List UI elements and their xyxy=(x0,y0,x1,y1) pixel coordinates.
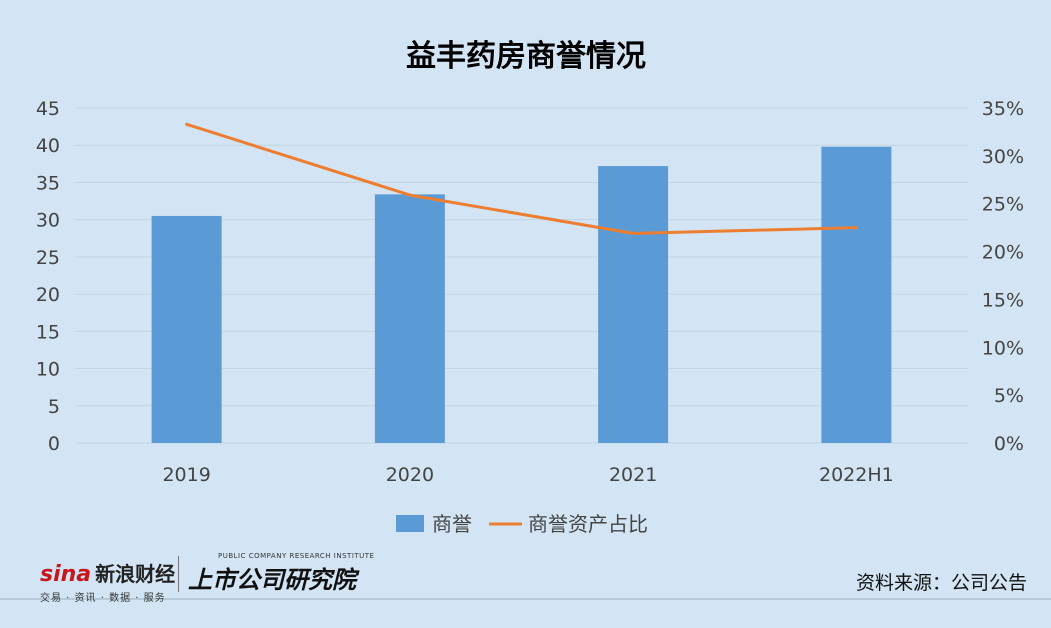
bar xyxy=(374,194,445,443)
line-point xyxy=(185,122,189,126)
y-left-tick-label: 0 xyxy=(48,433,60,455)
y-right-tick-label: 5% xyxy=(994,385,1024,407)
footer-divider xyxy=(0,598,1051,600)
bar xyxy=(151,215,222,443)
x-tick-label: 2021 xyxy=(609,464,657,486)
sina-logo-text: sina xyxy=(40,562,92,587)
data-source: 资料来源：公司公告 xyxy=(855,572,1027,594)
legend-label-line: 商誉资产占比 xyxy=(528,512,648,536)
legend-swatch-bar xyxy=(396,515,424,532)
y-left-tick-label: 45 xyxy=(36,98,60,120)
bar xyxy=(821,146,892,443)
y-right-tick-label: 10% xyxy=(982,337,1024,359)
legend-label-bar: 商誉 xyxy=(432,512,472,536)
y-left-tick-label: 40 xyxy=(36,135,60,157)
y-right-tick-label: 0% xyxy=(994,433,1024,455)
research-institute-cn: 上市公司研究院 xyxy=(188,566,356,594)
y-left-tick-label: 30 xyxy=(36,210,60,232)
line-point xyxy=(408,193,412,197)
x-tick-label: 2022H1 xyxy=(819,464,894,486)
y-right-tick-label: 20% xyxy=(982,242,1024,264)
chart-title: 益丰药房商誉情况 xyxy=(406,39,646,74)
y-left-tick-label: 25 xyxy=(36,247,60,269)
logo-separator xyxy=(178,556,179,592)
y-left-tick-label: 10 xyxy=(36,359,60,381)
sina-finance-tagline: 交易 · 资讯 · 数据 · 服务 xyxy=(40,593,166,604)
y-right-tick-label: 25% xyxy=(982,194,1024,216)
line-point xyxy=(631,231,635,235)
y-right-tick-label: 35% xyxy=(982,98,1024,120)
y-left-tick-label: 20 xyxy=(36,284,60,306)
x-tick-label: 2019 xyxy=(162,464,210,486)
x-tick-label: 2020 xyxy=(386,464,434,486)
y-left-tick-label: 5 xyxy=(48,396,60,418)
y-left-tick-label: 15 xyxy=(36,321,60,343)
line-point xyxy=(854,226,858,230)
research-institute-logo: PUBLIC COMPANY RESEARCH INSTITUTE 上市公司研究… xyxy=(188,552,374,595)
sina-finance-name: 新浪财经 xyxy=(95,562,176,586)
line-series-goodwill-ratio xyxy=(186,122,857,235)
research-institute-en: PUBLIC COMPANY RESEARCH INSTITUTE xyxy=(218,552,375,560)
bar xyxy=(598,166,669,444)
y-right-tick-label: 30% xyxy=(982,146,1024,168)
y-left-tick-label: 35 xyxy=(36,172,60,194)
y-right-tick-label: 15% xyxy=(982,289,1024,311)
sina-finance-logo: sina 新浪财经 交易 · 资讯 · 数据 · 服务 xyxy=(40,558,175,604)
